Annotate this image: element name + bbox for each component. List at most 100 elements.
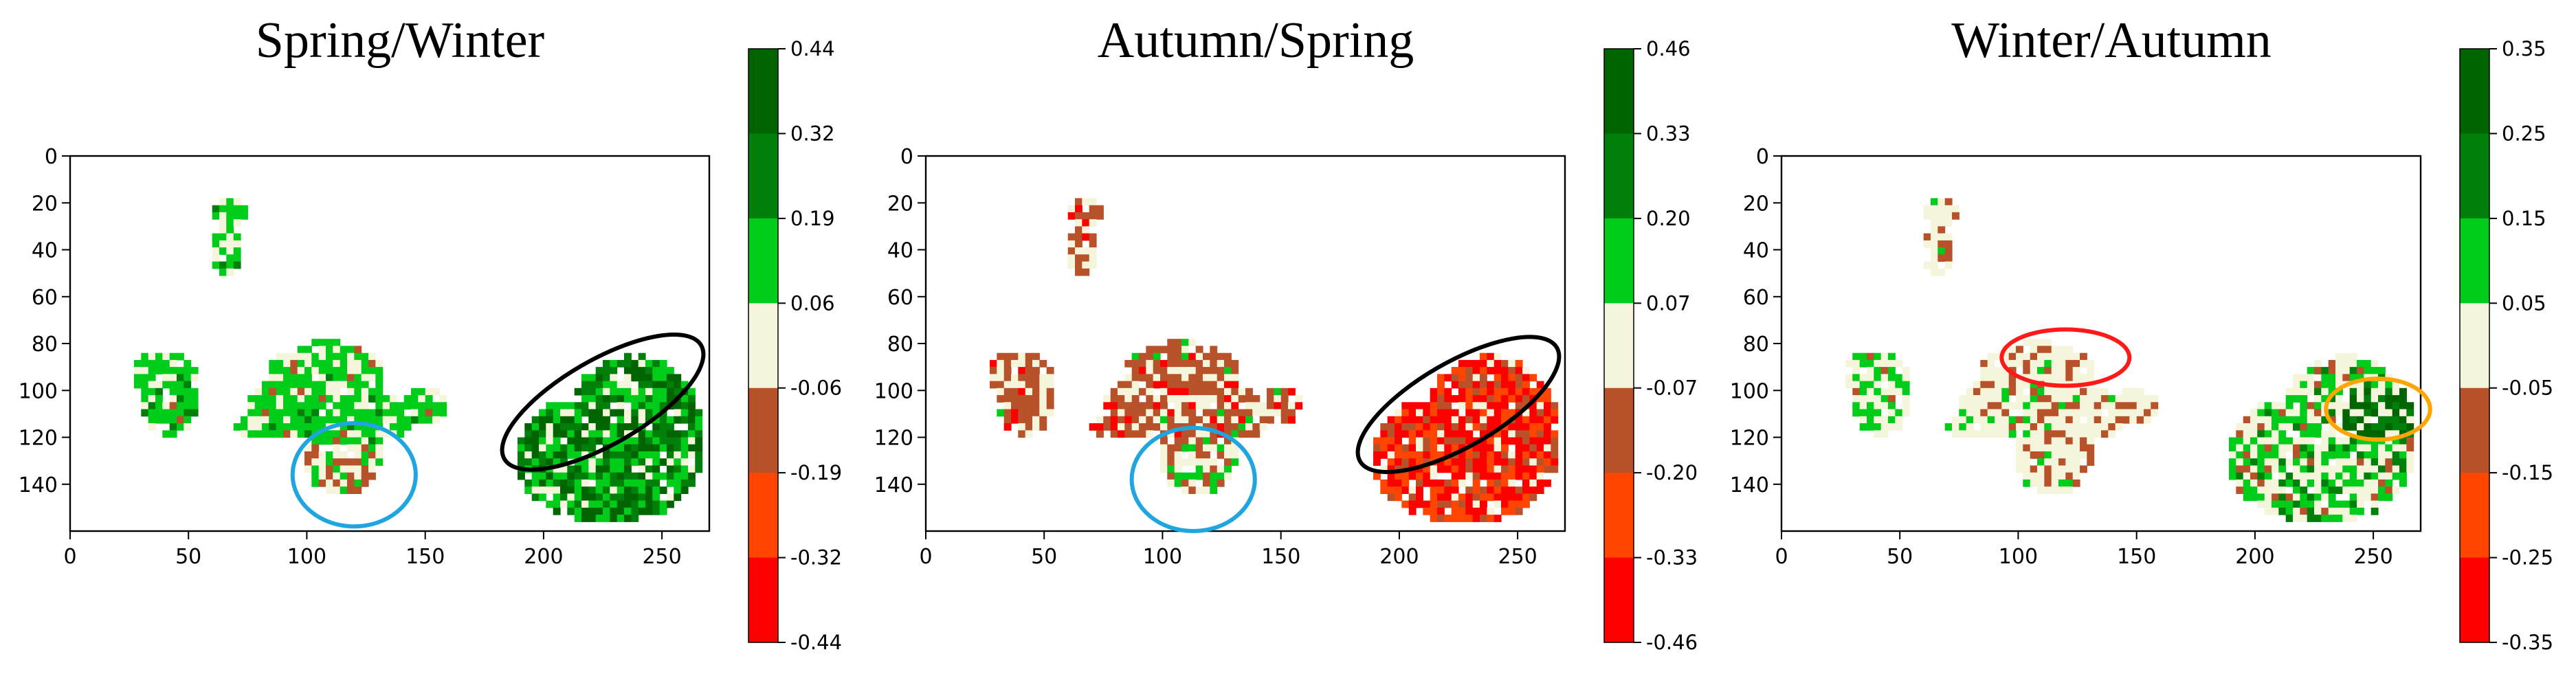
heatmap-cell bbox=[2285, 409, 2294, 417]
heatmap-cell bbox=[2392, 409, 2400, 417]
heatmap-cell bbox=[688, 402, 696, 410]
heatmap-cell bbox=[667, 479, 674, 487]
heatmap-cell bbox=[2307, 493, 2315, 502]
heatmap-cell bbox=[1025, 367, 1033, 374]
heatmap-cell bbox=[1195, 387, 1203, 396]
heatmap-cell bbox=[290, 423, 298, 431]
heatmap-cell bbox=[1380, 486, 1388, 494]
heatmap-cell bbox=[2278, 507, 2287, 515]
heatmap-cell bbox=[624, 381, 632, 389]
heatmap-cell bbox=[2058, 486, 2066, 494]
heatmap-cell bbox=[1387, 486, 1395, 494]
heatmap-cell bbox=[375, 402, 384, 410]
heatmap-cell bbox=[2378, 395, 2386, 403]
heatmap-cell bbox=[2080, 437, 2087, 445]
heatmap-cell bbox=[1195, 458, 1203, 466]
heatmap-cell bbox=[2370, 423, 2379, 431]
heatmap-cell bbox=[354, 409, 362, 417]
heatmap-cell bbox=[2321, 472, 2329, 480]
heatmap-cell bbox=[2307, 479, 2315, 487]
heatmap-cell bbox=[311, 395, 320, 403]
heatmap-cell bbox=[2378, 423, 2386, 431]
heatmap-cell bbox=[1046, 395, 1054, 403]
heatmap-cell bbox=[2378, 430, 2386, 438]
heatmap-cell bbox=[2065, 423, 2074, 431]
heatmap-cell bbox=[226, 205, 234, 213]
heatmap-cell bbox=[283, 423, 291, 431]
heatmap-cell bbox=[2342, 451, 2351, 459]
colorbar-tick-label: -0.15 bbox=[2502, 461, 2553, 484]
heatmap-cell bbox=[2385, 430, 2393, 438]
heatmap-cell bbox=[354, 416, 362, 424]
y-tick-label: 40 bbox=[32, 239, 58, 263]
heatmap-cell bbox=[1465, 423, 1474, 431]
heatmap-cell bbox=[2328, 374, 2336, 382]
heatmap-cell bbox=[333, 409, 341, 417]
heatmap-cell bbox=[304, 352, 312, 361]
heatmap-cell bbox=[1039, 416, 1047, 424]
heatmap-cell bbox=[574, 437, 582, 445]
heatmap-cell bbox=[1118, 387, 1125, 396]
heatmap-cell bbox=[411, 387, 419, 396]
heatmap-cell bbox=[1067, 254, 1076, 262]
colorbar-band bbox=[748, 303, 778, 389]
heatmap-cell bbox=[659, 374, 667, 382]
heatmap-cell bbox=[1082, 261, 1090, 269]
heatmap-cell bbox=[539, 493, 546, 502]
heatmap-cell bbox=[1480, 486, 1487, 494]
heatmap-cell bbox=[1944, 261, 1953, 269]
heatmap-cell bbox=[680, 451, 689, 459]
heatmap-cell bbox=[1508, 423, 1516, 431]
heatmap-cell bbox=[1874, 402, 1882, 410]
heatmap-cell bbox=[1494, 465, 1502, 473]
heatmap-cell bbox=[1987, 381, 1995, 389]
heatmap-cell bbox=[1937, 247, 1946, 255]
heatmap-cell bbox=[2357, 381, 2364, 389]
heatmap-cell bbox=[2349, 409, 2357, 417]
heatmap-cell bbox=[2236, 437, 2244, 445]
heatmap-cell bbox=[2016, 465, 2023, 473]
heatmap-cell bbox=[1295, 395, 1303, 403]
heatmap-cell bbox=[2357, 374, 2364, 382]
heatmap-cell bbox=[397, 423, 405, 431]
heatmap-cell bbox=[1195, 367, 1203, 374]
heatmap-cell bbox=[2044, 451, 2052, 459]
y-tick-label: 0 bbox=[900, 145, 913, 169]
heatmap-cell bbox=[318, 387, 326, 396]
heatmap-cell bbox=[1139, 416, 1146, 424]
colorbar bbox=[1603, 48, 1634, 643]
heatmap-cell bbox=[1146, 346, 1154, 354]
heatmap-cell bbox=[2115, 423, 2123, 431]
heatmap-cell bbox=[1167, 367, 1175, 374]
heatmap-cell bbox=[1245, 430, 1253, 438]
heatmap-cell bbox=[2385, 395, 2393, 403]
heatmap-cell bbox=[1465, 451, 1474, 459]
heatmap-cell bbox=[1075, 254, 1082, 262]
heatmap-cell bbox=[1867, 374, 1874, 382]
heatmap-cell bbox=[2037, 367, 2045, 374]
heatmap-cell bbox=[1515, 486, 1523, 494]
heatmap-cell bbox=[1859, 381, 1867, 389]
heatmap-cell bbox=[340, 402, 348, 410]
heatmap-cell bbox=[652, 416, 660, 424]
heatmap-cell bbox=[2250, 409, 2258, 417]
heatmap-cell bbox=[2314, 479, 2322, 487]
heatmap-cell bbox=[2321, 381, 2329, 389]
heatmap-cell bbox=[2008, 423, 2017, 431]
heatmap-cell bbox=[1245, 387, 1253, 396]
heatmap-cell bbox=[674, 458, 682, 466]
heatmap-cell bbox=[1430, 416, 1438, 424]
heatmap-cell bbox=[1880, 423, 1889, 431]
heatmap-cell bbox=[354, 352, 362, 361]
heatmap-cell bbox=[1551, 458, 1559, 466]
heatmap-cell bbox=[1181, 444, 1189, 452]
heatmap-cell bbox=[1003, 381, 1012, 389]
heatmap-cell bbox=[2250, 430, 2258, 438]
heatmap-cell bbox=[624, 359, 632, 368]
heatmap-cell bbox=[368, 465, 376, 473]
heatmap-cell bbox=[1011, 409, 1019, 417]
heatmap-cell bbox=[390, 423, 397, 431]
heatmap-cell bbox=[247, 409, 256, 417]
heatmap-cell bbox=[2236, 430, 2244, 438]
heatmap-cell bbox=[1231, 409, 1239, 417]
